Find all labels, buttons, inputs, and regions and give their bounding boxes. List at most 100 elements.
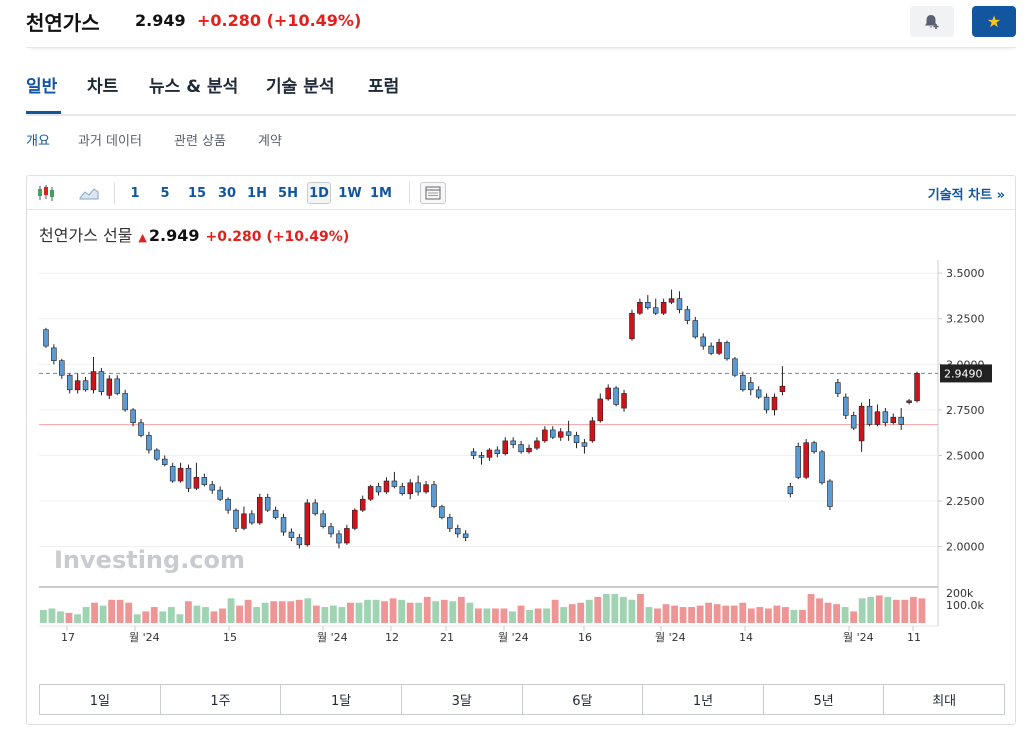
x-tick-label: 월 '24 — [317, 631, 348, 644]
candle-body — [399, 486, 406, 495]
tab-news-analysis[interactable]: 뉴스 & 분석 — [149, 77, 239, 97]
volume-bar — [304, 598, 312, 623]
subtab-overview[interactable]: 개요 — [26, 134, 50, 149]
volume-bar — [321, 607, 329, 623]
volume-bar — [236, 605, 243, 623]
interval-1m[interactable]: 1M — [370, 185, 392, 201]
candle-body — [755, 389, 762, 398]
candle-body — [478, 455, 485, 458]
volume-bar — [543, 608, 551, 623]
range-3m[interactable]: 3달 — [402, 685, 523, 714]
volume-bar — [585, 599, 593, 623]
volume-bar — [483, 608, 491, 623]
area-type-button[interactable] — [76, 182, 102, 204]
candle-body — [850, 415, 857, 429]
indicators-button[interactable] — [420, 182, 446, 204]
watermark: Investing.com — [54, 546, 245, 574]
candle-body — [336, 533, 342, 544]
candle-body — [201, 477, 208, 485]
candle-body — [708, 345, 714, 354]
volume-bar — [295, 599, 303, 623]
interval-5[interactable]: 5 — [160, 185, 170, 201]
volume-bar — [534, 608, 542, 623]
volume-bar — [91, 602, 98, 623]
interval-1[interactable]: 1 — [130, 185, 140, 201]
x-tick-label: 16 — [578, 631, 592, 644]
interval-1d[interactable]: 1D — [307, 182, 331, 204]
range-5y[interactable]: 5년 — [764, 685, 885, 714]
volume-bar — [244, 599, 252, 623]
volume-bar — [628, 599, 636, 623]
interval-1h[interactable]: 1H — [247, 185, 267, 201]
subtab-historical-data[interactable]: 과거 데이터 — [78, 134, 142, 149]
interval-15[interactable]: 15 — [187, 185, 207, 201]
chart-instrument-name: 천연가스 선물 — [39, 226, 133, 245]
y-tick-label: 2.5000 — [946, 449, 985, 462]
candle-body — [328, 526, 334, 535]
interval-1w[interactable]: 1W — [338, 185, 362, 201]
volume-bar — [764, 608, 772, 623]
candle-body — [652, 307, 659, 314]
candle-body — [557, 431, 564, 438]
candle-body — [217, 489, 223, 500]
candle-body — [257, 497, 263, 524]
volume-bar — [457, 596, 465, 623]
interval-30[interactable]: 30 — [217, 185, 237, 201]
candle-body — [843, 396, 849, 416]
volume-bar — [372, 599, 380, 623]
range-6m[interactable]: 6달 — [523, 685, 644, 714]
candle-body — [906, 400, 912, 403]
volume-bar — [654, 608, 661, 623]
range-1y[interactable]: 1년 — [643, 685, 764, 714]
range-1w[interactable]: 1주 — [161, 685, 282, 714]
candle-body — [106, 378, 113, 396]
chart-change-percent: (+10.49%) — [266, 229, 350, 245]
candle-body — [470, 451, 477, 456]
volume-bar — [270, 601, 278, 623]
candle-body — [526, 447, 532, 453]
candle-body — [771, 396, 778, 411]
subtab-related[interactable]: 관련 상품 — [174, 134, 226, 149]
volume-bar — [338, 607, 346, 623]
candle-body — [692, 320, 699, 338]
candle-body — [684, 309, 691, 321]
create-alert-button[interactable] — [910, 6, 954, 37]
range-1d[interactable]: 1일 — [40, 685, 161, 714]
volume-bar — [790, 609, 798, 623]
interval-5h[interactable]: 5H — [278, 185, 298, 201]
tab-chart[interactable]: 차트 — [87, 77, 119, 97]
tab-technical-analysis[interactable]: 기술 분석 — [266, 77, 335, 97]
volume-bar — [773, 605, 781, 623]
x-tick-label: 17 — [61, 631, 75, 644]
candlestick-type-button[interactable] — [33, 182, 59, 204]
volume-bar — [688, 607, 696, 623]
volume-bar — [509, 611, 516, 623]
volume-bar — [261, 602, 269, 623]
candle-body — [439, 506, 445, 518]
chart-toolbar: 1 5 15 30 1H 5H 1D 1W 1M 기술적 차트 » — [27, 176, 1015, 210]
watchlist-button[interactable]: ★ — [972, 6, 1016, 37]
volume-bar — [82, 607, 90, 623]
candle-body — [122, 393, 128, 411]
candle-body — [241, 513, 247, 529]
candle-body — [518, 444, 524, 453]
toolbar-divider — [409, 182, 410, 204]
range-1m[interactable]: 1달 — [281, 685, 402, 714]
volume-bar — [474, 608, 482, 623]
volume-bar — [730, 605, 738, 623]
candle-body — [645, 301, 651, 309]
tab-forum[interactable]: 포럼 — [368, 77, 400, 97]
tab-general[interactable]: 일반 — [26, 77, 58, 97]
price-chart[interactable]: 3.50003.25003.00002.75002.50002.25002.00… — [27, 176, 1015, 646]
instrument-header: 천연가스 2.949 +0.280 (+10.49%) ★ — [26, 0, 1016, 48]
technical-chart-link[interactable]: 기술적 차트 » — [927, 188, 1005, 203]
volume-bar — [219, 608, 226, 623]
candle-body — [866, 405, 873, 425]
candle-body — [454, 528, 461, 535]
volume-bar — [99, 605, 107, 623]
range-max[interactable]: 최대 — [932, 694, 957, 709]
subtab-contract[interactable]: 계약 — [258, 134, 282, 149]
volume-bar — [108, 599, 116, 623]
volume-bar — [833, 604, 841, 623]
volume-bar — [756, 607, 764, 623]
